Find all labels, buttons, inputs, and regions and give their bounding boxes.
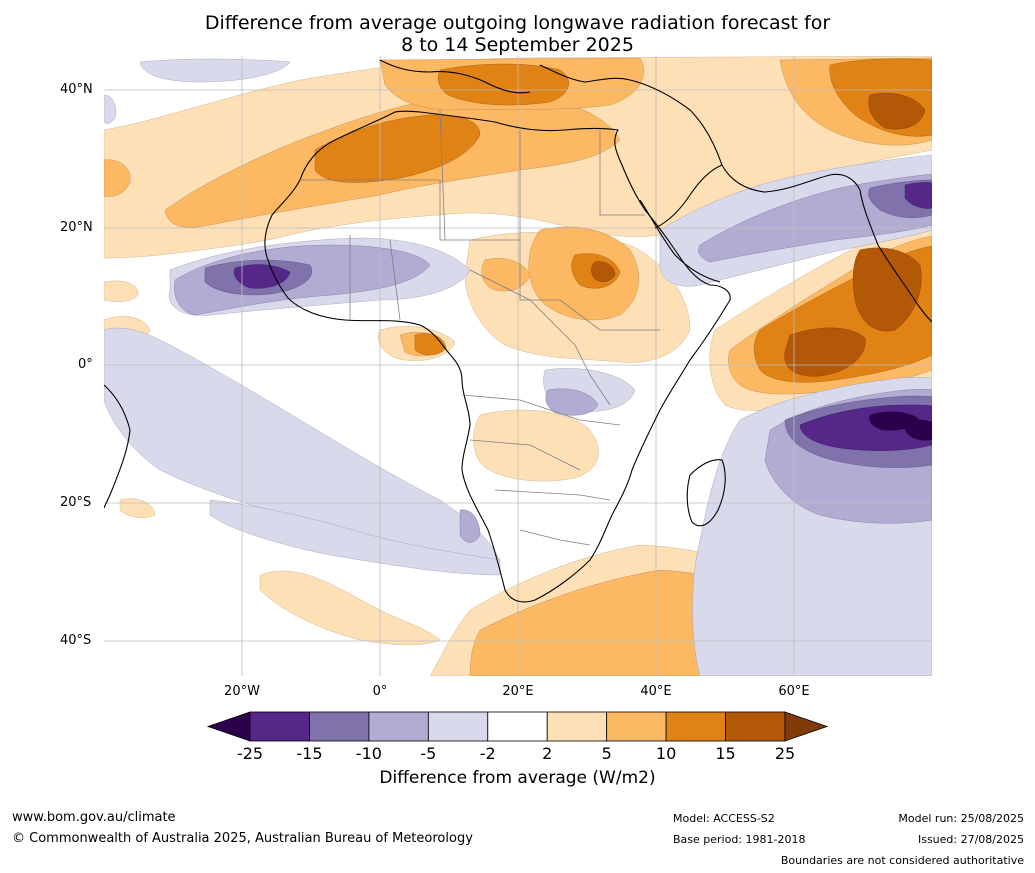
lon-label-60e: 60°E	[778, 684, 810, 699]
lat-label-20n: 20°N	[60, 220, 93, 235]
lat-label-0: 0°	[78, 357, 93, 372]
lat-label-40s: 40°S	[60, 633, 92, 648]
colorbar-min-arrow	[206, 711, 251, 742]
colorbar-swatch	[546, 711, 608, 742]
map-title-line1: Difference from average outgoing longwav…	[204, 12, 831, 34]
olr-anomaly-field	[104, 56, 932, 676]
colorbar-swatch	[427, 711, 489, 742]
country-boundaries	[300, 109, 660, 546]
footer-model-run: Model run: 25/08/2025	[898, 812, 1024, 825]
graticule	[104, 56, 932, 676]
colorbar-tick-label: -15	[296, 744, 323, 763]
colorbar-tick-label: -10	[355, 744, 382, 763]
colorbar-label: Difference from average (W/m2)	[379, 768, 656, 788]
colorbar-tick-label: 2	[542, 744, 553, 763]
colorbar-tick-label: -2	[479, 744, 496, 763]
footer-base-period: Base period: 1981-2018	[673, 833, 806, 846]
colorbar-tick-label: -5	[420, 744, 437, 763]
colorbar-swatch	[249, 711, 310, 742]
colorbar-swatch	[368, 711, 429, 742]
colorbar-swatch	[725, 711, 786, 742]
footer-copyright: © Commonwealth of Australia 2025, Austra…	[12, 831, 473, 846]
colorbar-swatch	[665, 711, 726, 742]
colorbar-tick-label: 10	[655, 744, 677, 763]
colorbar	[206, 711, 829, 742]
footer-website: www.bom.gov.au/climate	[12, 810, 176, 825]
colorbar-swatch	[309, 711, 370, 742]
lon-label-40e: 40°E	[640, 684, 672, 699]
colorbar-tick-label: -25	[236, 744, 264, 763]
footer-model: Model: ACCESS-S2	[673, 812, 775, 825]
colorbar-max-arrow	[784, 711, 829, 742]
lon-label-20e: 20°E	[502, 684, 534, 699]
lat-label-40n: 40°N	[60, 82, 93, 97]
lon-label-20w: 20°W	[224, 684, 260, 699]
footer-issued: Issued: 27/08/2025	[917, 833, 1024, 846]
footer-disclaimer: Boundaries are not considered authoritat…	[780, 854, 1024, 867]
colorbar-swatch	[487, 711, 548, 742]
coastline	[104, 59, 932, 603]
colorbar-tick-label: 25	[774, 744, 796, 763]
colorbar-tick-label: 15	[715, 744, 736, 763]
colorbar-tick-label: 5	[601, 744, 612, 763]
colorbar-swatch	[606, 711, 667, 742]
lon-label-0: 0°	[372, 684, 388, 699]
map-title-line2: 8 to 14 September 2025	[401, 34, 634, 56]
lat-label-20s: 20°S	[60, 495, 92, 510]
